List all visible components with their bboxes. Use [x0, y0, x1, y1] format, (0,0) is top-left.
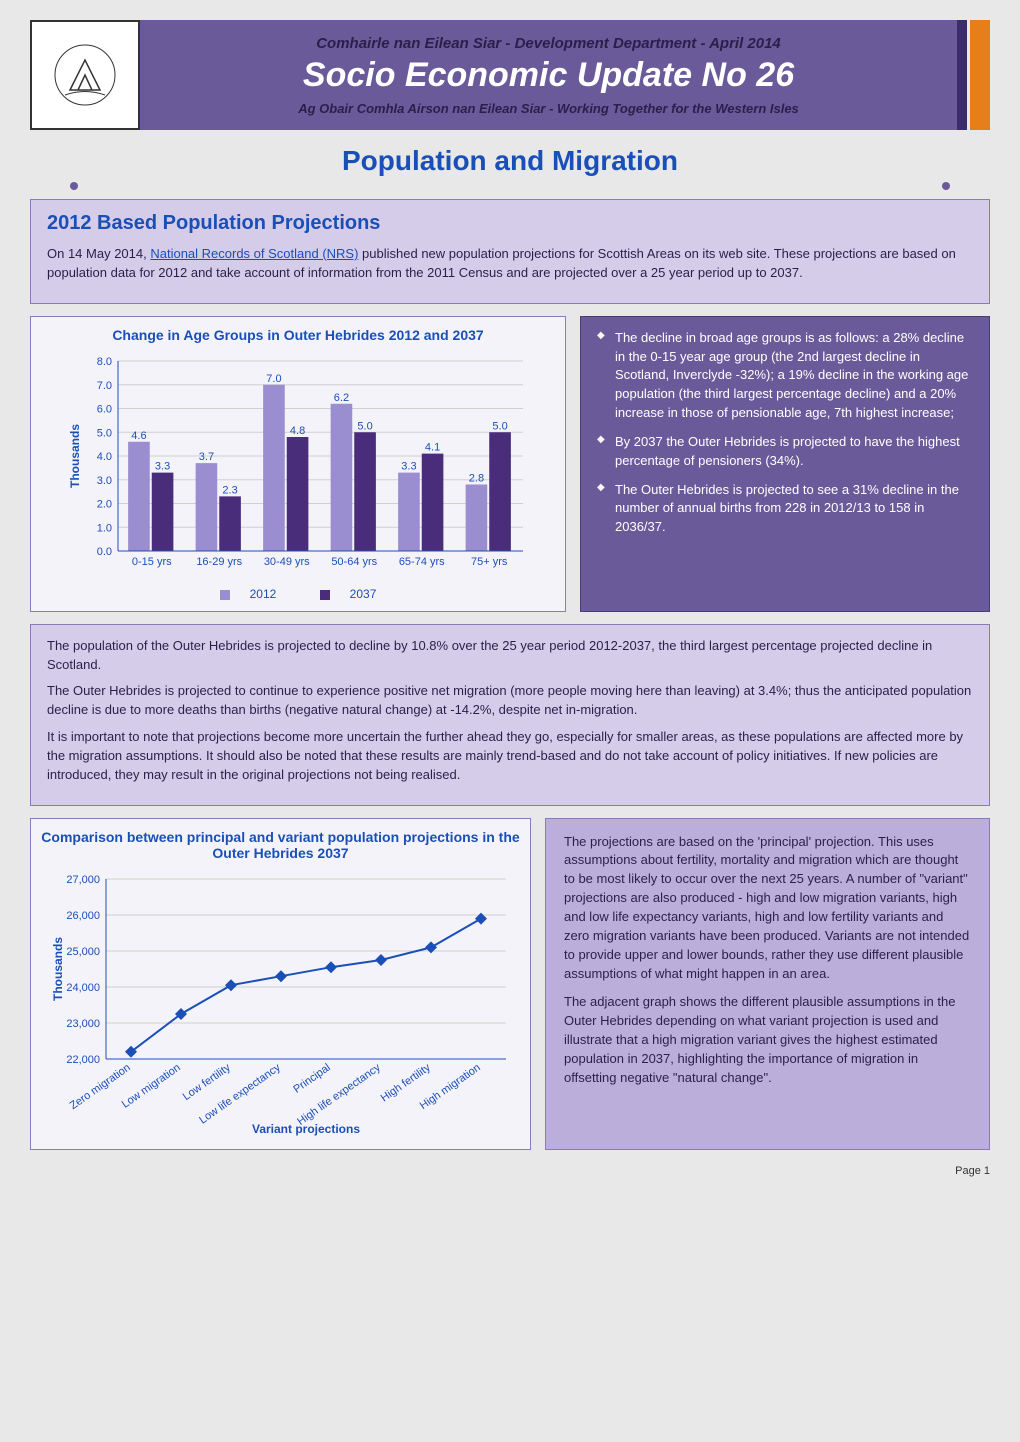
mid-para-2: The Outer Hebrides is projected to conti… — [47, 682, 973, 720]
svg-text:65-74 yrs: 65-74 yrs — [399, 556, 445, 568]
svg-text:25,000: 25,000 — [66, 946, 100, 958]
mid-text-panel: The population of the Outer Hebrides is … — [30, 624, 990, 806]
svg-text:7.0: 7.0 — [97, 379, 112, 391]
svg-text:75+ yrs: 75+ yrs — [471, 556, 508, 568]
svg-text:22,000: 22,000 — [66, 1054, 100, 1066]
header-subtitle: Ag Obair Comhla Airson nan Eilean Siar -… — [160, 101, 937, 116]
legend-2012-label: 2012 — [250, 587, 277, 601]
accent-bar — [970, 20, 990, 130]
main-title: Population and Migration — [30, 145, 990, 177]
svg-text:4.0: 4.0 — [97, 451, 112, 463]
intro-paragraph: On 14 May 2014, National Records of Scot… — [47, 245, 973, 283]
chart2-title: Comparison between principal and variant… — [41, 829, 520, 861]
header-dept: Comhairle nan Eilean Siar - Development … — [160, 35, 937, 52]
header-banner: Comhairle nan Eilean Siar - Development … — [30, 20, 990, 130]
svg-text:4.8: 4.8 — [290, 425, 305, 437]
svg-text:4.6: 4.6 — [131, 429, 146, 441]
intro-heading: 2012 Based Population Projections — [47, 212, 973, 235]
nrs-link[interactable]: National Records of Scotland (NRS) — [150, 246, 358, 261]
divider-dots — [70, 185, 950, 187]
svg-text:26,000: 26,000 — [66, 910, 100, 922]
svg-text:24,000: 24,000 — [66, 982, 100, 994]
svg-text:3.0: 3.0 — [97, 474, 112, 486]
bullets-list: The decline in broad age groups is as fo… — [597, 329, 973, 537]
chart1-panel: Change in Age Groups in Outer Hebrides 2… — [30, 316, 566, 612]
page-number: Page 1 — [30, 1165, 990, 1177]
council-logo-icon — [50, 40, 120, 110]
chart2-svg: 22,000 23,000 24,000 25,000 26,000 27,000 Thou… — [46, 869, 516, 1139]
bullet-item: By 2037 the Outer Hebrides is projected … — [597, 433, 973, 471]
svg-text:0-15 yrs: 0-15 yrs — [132, 556, 172, 568]
svg-text:3.7: 3.7 — [199, 451, 214, 463]
bullets-panel: The decline in broad age groups is as fo… — [580, 316, 990, 612]
chart1-svg: 0.0 1.0 2.0 3.0 4.0 5.0 6.0 7.0 8.0 Thousands 4.6 3… — [63, 351, 533, 581]
chart1-legend: 2012 2037 — [41, 587, 555, 601]
svg-text:6.2: 6.2 — [334, 391, 349, 403]
svg-text:2.8: 2.8 — [469, 472, 484, 484]
svg-text:Principal: Principal — [291, 1061, 332, 1095]
svg-text:2.3: 2.3 — [222, 484, 237, 496]
svg-text:Thousands: Thousands — [51, 936, 65, 1000]
header-title: Socio Economic Update No 26 — [160, 56, 937, 95]
mid-para-1: The population of the Outer Hebrides is … — [47, 637, 973, 675]
svg-text:5.0: 5.0 — [492, 420, 507, 432]
chart1-title: Change in Age Groups in Outer Hebrides 2… — [41, 327, 555, 343]
intro-section: 2012 Based Population Projections On 14 … — [30, 199, 990, 304]
svg-text:7.0: 7.0 — [266, 372, 281, 384]
legend-2037-label: 2037 — [350, 587, 377, 601]
chart-bullets-row: Change in Age Groups in Outer Hebrides 2… — [30, 316, 990, 612]
svg-text:8.0: 8.0 — [97, 356, 112, 368]
svg-text:Thousands: Thousands — [68, 423, 82, 487]
mid-para-3: It is important to note that projections… — [47, 728, 973, 785]
svg-text:3.3: 3.3 — [401, 460, 416, 472]
svg-text:50-64 yrs: 50-64 yrs — [331, 556, 377, 568]
svg-text:6.0: 6.0 — [97, 403, 112, 415]
bottom-para-1: The projections are based on the 'princi… — [564, 833, 971, 984]
svg-text:23,000: 23,000 — [66, 1018, 100, 1030]
bottom-text-panel: The projections are based on the 'princi… — [545, 818, 990, 1150]
svg-text:16-29 yrs: 16-29 yrs — [196, 556, 242, 568]
svg-text:5.0: 5.0 — [357, 420, 372, 432]
svg-text:3.3: 3.3 — [155, 460, 170, 472]
svg-text:Variant projections: Variant projections — [251, 1122, 359, 1136]
logo-box — [30, 20, 140, 130]
header-text-box: Comhairle nan Eilean Siar - Development … — [140, 20, 967, 130]
chart2-panel: Comparison between principal and variant… — [30, 818, 531, 1150]
svg-text:30-49 yrs: 30-49 yrs — [264, 556, 310, 568]
intro-text-prefix: On 14 May 2014, — [47, 246, 150, 261]
bullet-item: The decline in broad age groups is as fo… — [597, 329, 973, 423]
legend-item-2037: 2037 — [310, 587, 387, 601]
legend-item-2012: 2012 — [210, 587, 287, 601]
svg-text:1.0: 1.0 — [97, 522, 112, 534]
svg-text:4.1: 4.1 — [425, 441, 440, 453]
svg-text:High life expectancy: High life expectancy — [295, 1061, 383, 1128]
bottom-para-2: The adjacent graph shows the different p… — [564, 993, 971, 1087]
svg-text:27,000: 27,000 — [66, 874, 100, 886]
bullet-item: The Outer Hebrides is projected to see a… — [597, 481, 973, 538]
svg-text:0.0: 0.0 — [97, 546, 112, 558]
svg-text:2.0: 2.0 — [97, 498, 112, 510]
svg-text:Low life expectancy: Low life expectancy — [197, 1061, 283, 1126]
bottom-row: Comparison between principal and variant… — [30, 818, 990, 1150]
svg-text:5.0: 5.0 — [97, 427, 112, 439]
